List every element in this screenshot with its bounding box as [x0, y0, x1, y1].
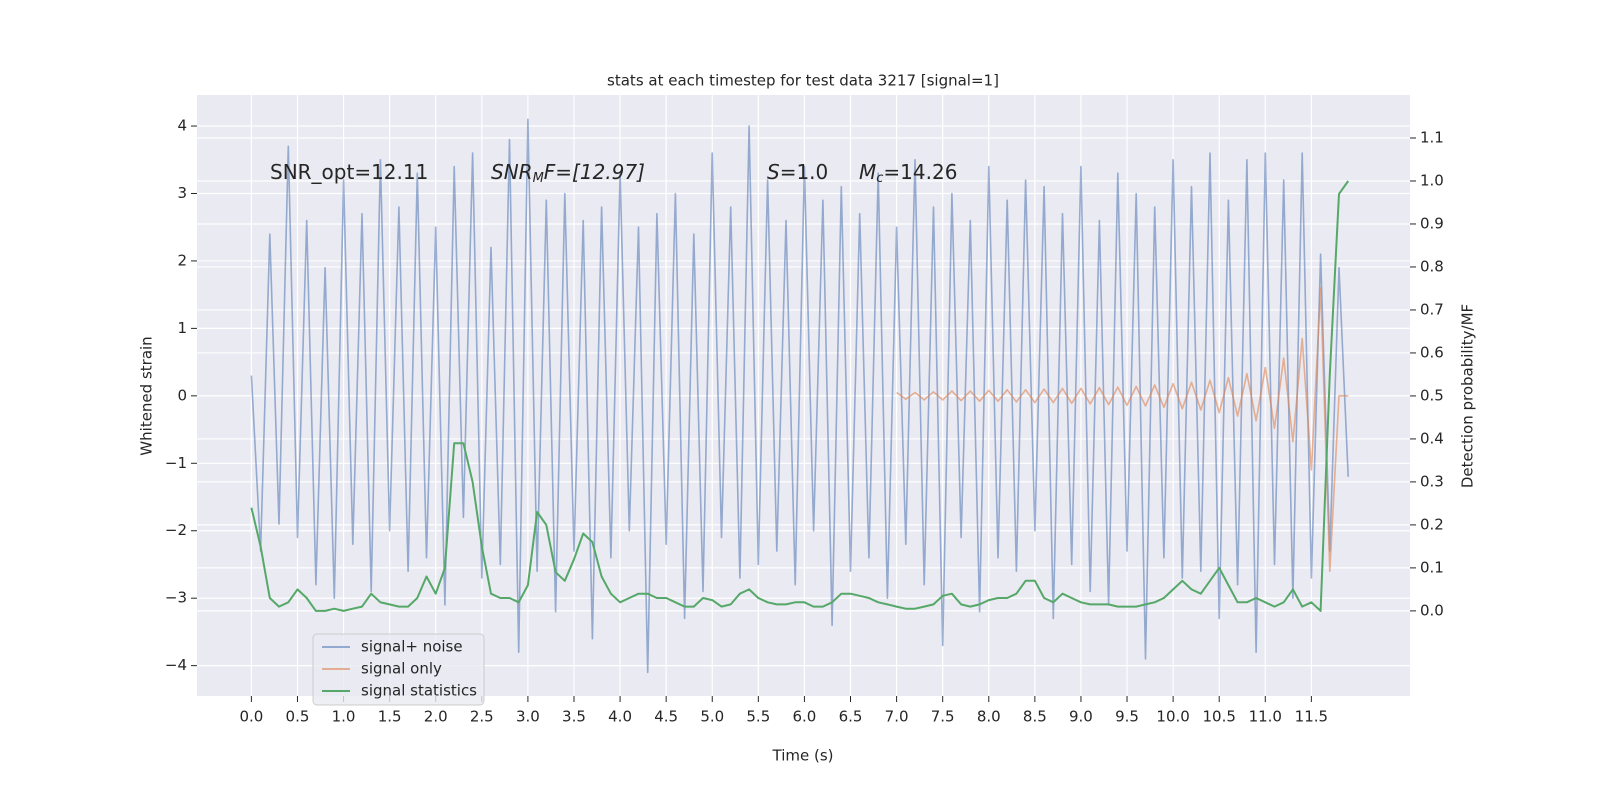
y2-tick-label: 0.8: [1420, 257, 1444, 275]
x-tick-label: 9.5: [1115, 708, 1139, 726]
y2-tick-label: 0.5: [1420, 386, 1444, 404]
x-tick-label: 8.0: [977, 708, 1001, 726]
annotation-part: =1.0: [780, 160, 829, 184]
x-tick-label: 4.0: [608, 708, 632, 726]
annotation-part: F=[12.97]: [544, 160, 645, 184]
chart-title: stats at each timestep for test data 321…: [607, 72, 999, 90]
y2-tick-label: 0.1: [1420, 558, 1444, 576]
y-tick-label: −1: [165, 454, 187, 472]
y2-tick-label: 0.7: [1420, 300, 1444, 318]
y2-tick-label: 0.6: [1420, 343, 1444, 361]
x-tick-label: 6.5: [839, 708, 863, 726]
series-line: [250, 118, 1349, 674]
x-tick-label: 5.5: [746, 708, 770, 726]
x-tick-label: 7.5: [931, 708, 955, 726]
x-tick-label: 9.0: [1069, 708, 1093, 726]
annotation: SNR_opt=12.11: [270, 160, 428, 184]
x-tick-label: 8.5: [1023, 708, 1047, 726]
x-tick-label: 11.5: [1295, 708, 1328, 726]
legend-label: signal statistics: [361, 682, 477, 700]
x-tick-label: 2.0: [424, 708, 448, 726]
y-tick-label: −3: [165, 589, 187, 607]
x-tick-label: 11.0: [1249, 708, 1282, 726]
y2-tick-label: 0.0: [1420, 601, 1444, 619]
annotation-part: M: [859, 160, 876, 184]
x-tick-label: 10.5: [1202, 708, 1235, 726]
series-line: [250, 180, 1350, 612]
y2-tick-label: 1.0: [1420, 171, 1444, 189]
annotation-part: M: [533, 171, 544, 186]
y2-tick-label: 0.4: [1420, 429, 1444, 447]
y2-tick-label: 0.9: [1420, 214, 1444, 232]
x-tick-label: 0.0: [239, 708, 263, 726]
x-tick-label: 0.5: [286, 708, 310, 726]
legend-box: [312, 633, 485, 706]
x-tick-label: 3.5: [562, 708, 586, 726]
y-tick-label: 0: [177, 386, 187, 404]
annotation: S=1.0: [767, 160, 828, 184]
y-tick-label: 3: [177, 184, 187, 202]
x-tick-label: 6.0: [792, 708, 816, 726]
x-tick-label: 1.0: [332, 708, 356, 726]
x-tick-label: 2.5: [470, 708, 494, 726]
y-tick-label: 4: [177, 117, 187, 135]
legend: signal+ noise signal only signal statistic…: [312, 633, 485, 706]
y2-axis-label: Detection probability/MF: [1459, 304, 1477, 488]
annotation: SNRMF=[12.97]: [491, 160, 645, 186]
annotation-part: c: [876, 171, 883, 186]
annotation: Mc=14.26: [859, 160, 957, 186]
x-tick-label: 7.0: [885, 708, 909, 726]
y-axis-label: Whitened strain: [138, 336, 156, 455]
annotation-part: =14.26: [883, 160, 957, 184]
annotation-part: S: [767, 160, 780, 184]
series-line: [896, 287, 1349, 572]
legend-label: signal+ noise: [361, 638, 463, 656]
x-tick-label: 4.5: [654, 708, 678, 726]
y2-tick-label: 0.2: [1420, 515, 1444, 533]
annotation-part: SNR: [491, 160, 533, 184]
y-tick-label: 2: [177, 251, 187, 269]
x-axis-label: Time (s): [772, 747, 834, 765]
x-tick-label: 10.0: [1156, 708, 1189, 726]
y-tick-label: −4: [165, 656, 187, 674]
y2-tick-label: 0.3: [1420, 472, 1444, 490]
y-tick-label: −2: [165, 521, 187, 539]
y2-tick-label: 1.1: [1420, 128, 1444, 146]
x-tick-label: 1.5: [378, 708, 402, 726]
annotation-part: SNR_opt=12.11: [270, 160, 428, 184]
x-tick-label: 5.0: [700, 708, 724, 726]
legend-label: signal only: [361, 660, 442, 678]
x-tick-label: 3.0: [516, 708, 540, 726]
y-tick-label: 1: [177, 319, 187, 337]
